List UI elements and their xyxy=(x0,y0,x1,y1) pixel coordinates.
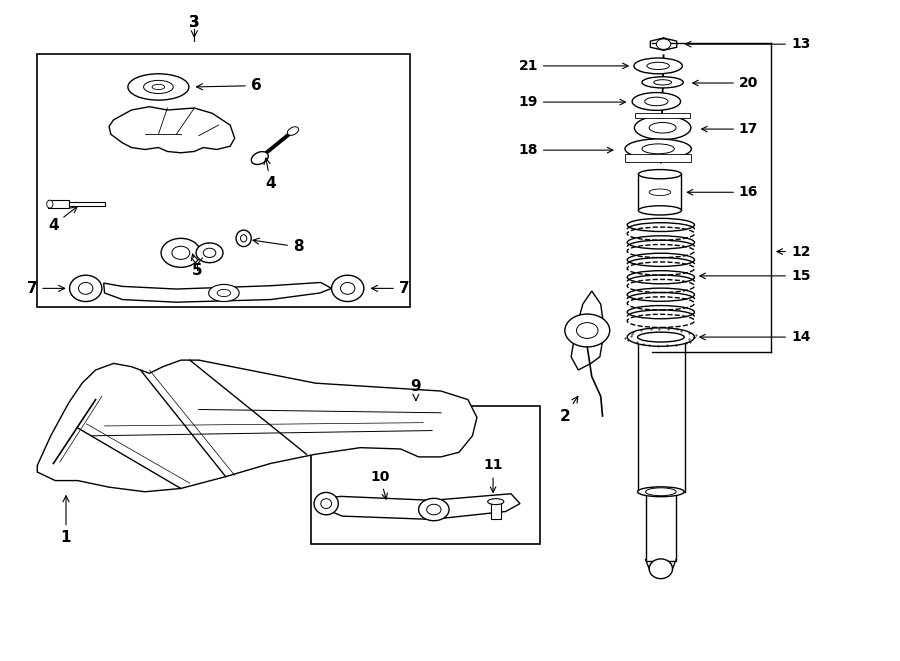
Polygon shape xyxy=(104,282,331,302)
Circle shape xyxy=(577,323,598,338)
Ellipse shape xyxy=(642,144,674,154)
Text: 13: 13 xyxy=(686,37,810,51)
Ellipse shape xyxy=(236,230,251,247)
Ellipse shape xyxy=(217,290,230,297)
Ellipse shape xyxy=(152,85,165,90)
Text: 20: 20 xyxy=(693,76,759,90)
Ellipse shape xyxy=(644,97,668,106)
Text: 18: 18 xyxy=(518,143,613,157)
Text: 5: 5 xyxy=(191,254,202,278)
Ellipse shape xyxy=(314,492,338,515)
Circle shape xyxy=(427,504,441,515)
Polygon shape xyxy=(326,494,520,520)
Ellipse shape xyxy=(649,189,670,196)
Text: 2: 2 xyxy=(560,397,578,424)
Bar xyxy=(310,407,540,545)
Ellipse shape xyxy=(209,284,239,301)
Text: 7: 7 xyxy=(27,281,65,296)
Text: 19: 19 xyxy=(518,95,626,109)
Ellipse shape xyxy=(642,77,683,88)
Circle shape xyxy=(418,498,449,521)
Text: 7: 7 xyxy=(372,281,410,296)
Circle shape xyxy=(203,249,216,257)
Circle shape xyxy=(565,314,609,347)
Bar xyxy=(491,502,501,519)
Text: 1: 1 xyxy=(60,496,71,545)
Ellipse shape xyxy=(649,122,676,133)
Polygon shape xyxy=(37,360,477,492)
Ellipse shape xyxy=(320,498,331,508)
Bar xyxy=(37,54,410,307)
Ellipse shape xyxy=(331,275,364,301)
Text: 15: 15 xyxy=(700,269,810,283)
Text: 21: 21 xyxy=(518,59,628,73)
Ellipse shape xyxy=(638,170,681,178)
Bar xyxy=(634,112,690,118)
Circle shape xyxy=(161,239,201,267)
Ellipse shape xyxy=(240,235,247,242)
Bar xyxy=(68,202,104,206)
Ellipse shape xyxy=(69,275,102,301)
Circle shape xyxy=(196,243,223,262)
Ellipse shape xyxy=(287,127,299,136)
Ellipse shape xyxy=(647,62,670,69)
Ellipse shape xyxy=(638,206,681,215)
Bar xyxy=(48,200,68,208)
Polygon shape xyxy=(572,291,604,370)
Text: 3: 3 xyxy=(189,15,200,30)
Text: 10: 10 xyxy=(370,469,390,499)
Ellipse shape xyxy=(340,282,355,294)
Ellipse shape xyxy=(47,200,53,208)
Ellipse shape xyxy=(128,74,189,100)
Text: 8: 8 xyxy=(253,238,303,254)
Ellipse shape xyxy=(637,332,684,342)
Bar xyxy=(638,337,685,492)
Bar xyxy=(625,154,691,162)
Polygon shape xyxy=(109,106,235,153)
Ellipse shape xyxy=(634,116,691,139)
Ellipse shape xyxy=(78,282,93,294)
Ellipse shape xyxy=(645,332,677,341)
Text: 4: 4 xyxy=(48,207,77,233)
Text: 16: 16 xyxy=(688,185,759,199)
Text: 6: 6 xyxy=(196,78,262,93)
Ellipse shape xyxy=(488,498,504,504)
Text: 11: 11 xyxy=(483,459,503,492)
Text: 17: 17 xyxy=(702,122,759,136)
Text: 14: 14 xyxy=(700,330,810,344)
Bar xyxy=(638,174,681,210)
Circle shape xyxy=(172,247,190,259)
Ellipse shape xyxy=(649,559,672,578)
Ellipse shape xyxy=(645,488,676,496)
Ellipse shape xyxy=(637,487,684,496)
Ellipse shape xyxy=(653,80,671,85)
Text: 9: 9 xyxy=(410,379,421,401)
Ellipse shape xyxy=(632,93,680,110)
Ellipse shape xyxy=(251,151,268,165)
Circle shape xyxy=(656,39,670,50)
Bar xyxy=(645,488,676,561)
Ellipse shape xyxy=(144,81,173,94)
Ellipse shape xyxy=(627,328,695,346)
Ellipse shape xyxy=(634,58,682,74)
Text: 3: 3 xyxy=(189,15,200,37)
Text: 4: 4 xyxy=(264,158,276,191)
Ellipse shape xyxy=(625,139,691,159)
Text: 12: 12 xyxy=(777,245,810,258)
